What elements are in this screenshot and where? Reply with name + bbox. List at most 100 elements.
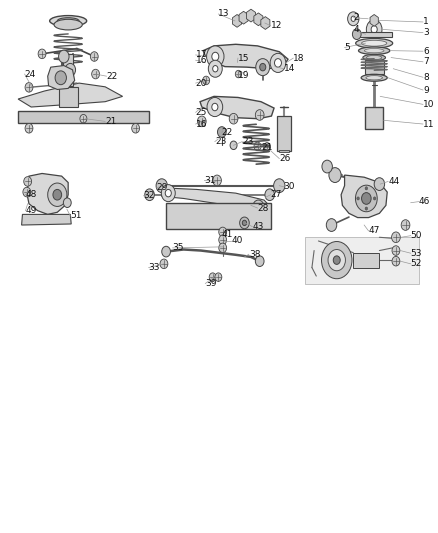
Circle shape <box>361 192 371 204</box>
Circle shape <box>351 16 356 21</box>
Circle shape <box>373 197 376 200</box>
Circle shape <box>392 246 400 255</box>
Ellipse shape <box>363 54 385 61</box>
Text: 41: 41 <box>222 230 233 239</box>
Polygon shape <box>48 66 75 90</box>
FancyBboxPatch shape <box>365 107 383 130</box>
Circle shape <box>53 189 62 200</box>
Text: 24: 24 <box>25 70 36 78</box>
Ellipse shape <box>49 15 87 26</box>
Text: 53: 53 <box>411 249 422 258</box>
Text: 28: 28 <box>258 204 269 213</box>
Text: 10: 10 <box>423 100 434 109</box>
Polygon shape <box>27 173 68 214</box>
Circle shape <box>356 185 377 212</box>
Polygon shape <box>18 83 123 107</box>
Circle shape <box>253 200 264 214</box>
Text: 31: 31 <box>205 176 216 185</box>
Circle shape <box>357 197 359 200</box>
Circle shape <box>348 12 359 26</box>
Circle shape <box>156 179 167 192</box>
Text: 39: 39 <box>205 279 217 288</box>
Circle shape <box>92 69 99 79</box>
Circle shape <box>371 26 377 33</box>
Circle shape <box>25 124 33 133</box>
Circle shape <box>255 256 264 266</box>
Circle shape <box>215 273 222 281</box>
Circle shape <box>38 49 46 59</box>
Polygon shape <box>254 13 263 26</box>
Text: 9: 9 <box>423 85 429 94</box>
Text: 4: 4 <box>353 26 359 35</box>
Circle shape <box>219 235 226 245</box>
Text: 27: 27 <box>271 190 282 199</box>
Ellipse shape <box>361 41 387 46</box>
Circle shape <box>275 59 282 67</box>
Circle shape <box>213 66 218 72</box>
Text: 15: 15 <box>238 54 249 62</box>
Text: 16: 16 <box>196 119 207 128</box>
Text: 19: 19 <box>238 70 249 79</box>
Circle shape <box>256 59 270 76</box>
Circle shape <box>326 219 337 231</box>
FancyBboxPatch shape <box>166 203 271 229</box>
Circle shape <box>218 127 226 138</box>
Text: 25: 25 <box>196 108 207 117</box>
FancyBboxPatch shape <box>364 60 384 74</box>
Text: 33: 33 <box>148 263 160 272</box>
Circle shape <box>162 246 170 257</box>
Circle shape <box>235 70 241 78</box>
Text: 40: 40 <box>231 237 243 246</box>
Text: 48: 48 <box>25 190 37 199</box>
Polygon shape <box>305 237 419 284</box>
Text: 21: 21 <box>261 143 272 152</box>
Text: 5: 5 <box>345 43 350 52</box>
Text: 2: 2 <box>353 13 359 22</box>
Circle shape <box>212 52 219 61</box>
Text: 51: 51 <box>71 212 82 221</box>
Circle shape <box>254 142 261 151</box>
Text: 13: 13 <box>218 10 230 19</box>
Text: 29: 29 <box>156 183 168 192</box>
Polygon shape <box>261 17 270 29</box>
Ellipse shape <box>54 19 82 30</box>
Text: 17: 17 <box>196 51 207 59</box>
Circle shape <box>392 232 400 243</box>
Text: 30: 30 <box>284 182 295 191</box>
Circle shape <box>55 71 67 85</box>
Circle shape <box>365 207 367 210</box>
Ellipse shape <box>366 76 382 80</box>
Circle shape <box>401 220 410 230</box>
Circle shape <box>24 176 32 186</box>
Circle shape <box>48 183 67 206</box>
Text: 1: 1 <box>423 18 429 27</box>
Ellipse shape <box>367 55 382 60</box>
Polygon shape <box>162 188 271 212</box>
Circle shape <box>59 50 69 63</box>
Text: 44: 44 <box>388 177 399 186</box>
Polygon shape <box>239 11 248 24</box>
Ellipse shape <box>364 49 384 53</box>
Text: 47: 47 <box>368 227 380 236</box>
Circle shape <box>274 179 285 192</box>
FancyBboxPatch shape <box>59 87 78 107</box>
Text: 50: 50 <box>411 231 422 240</box>
Circle shape <box>328 249 346 271</box>
Circle shape <box>264 143 271 151</box>
Circle shape <box>25 83 33 92</box>
Circle shape <box>392 256 400 266</box>
Circle shape <box>132 124 140 133</box>
Text: 38: 38 <box>249 250 260 259</box>
Circle shape <box>365 187 367 190</box>
FancyBboxPatch shape <box>357 31 392 37</box>
Text: 18: 18 <box>293 54 305 62</box>
Text: 52: 52 <box>411 260 422 268</box>
Circle shape <box>90 52 98 61</box>
Circle shape <box>265 189 275 200</box>
Circle shape <box>64 198 71 207</box>
Circle shape <box>374 177 385 190</box>
FancyBboxPatch shape <box>277 116 291 151</box>
Text: 21: 21 <box>105 117 117 126</box>
Text: 6: 6 <box>423 47 429 55</box>
Text: 32: 32 <box>144 191 155 200</box>
